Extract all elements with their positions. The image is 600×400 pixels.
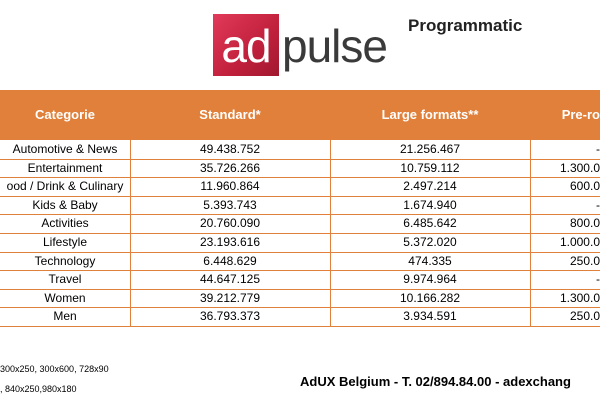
- contact: AdUX Belgium - T. 02/894.84.00 - adexcha…: [300, 374, 571, 389]
- table-cell: 1.300.0: [559, 160, 600, 175]
- column-header: Standard*: [199, 107, 261, 122]
- table-cell: 20.760.090: [199, 216, 261, 231]
- footnote: , 840x250,980x180: [0, 384, 77, 394]
- table-cell: Activities: [41, 216, 89, 231]
- table-cell: 39.212.779: [199, 290, 261, 305]
- row-border: [0, 251, 600, 253]
- table-cell: 36.793.373: [199, 309, 261, 324]
- table-cell: 250.0: [569, 309, 600, 324]
- row-border: [0, 326, 600, 327]
- footnote: 300x250, 300x600, 728x90: [0, 364, 109, 374]
- logo-box: [213, 14, 279, 76]
- table-cell: 250.0: [569, 253, 600, 268]
- table-cell: 23.193.616: [199, 235, 261, 249]
- table-cell: 6.448.629: [203, 253, 257, 268]
- table-cell: 11.960.864: [200, 179, 260, 194]
- table-cell: 1.674.940: [403, 197, 457, 212]
- table-cell: 44.647.125: [199, 272, 261, 287]
- table-cell: 474.335: [408, 253, 452, 268]
- table-cell: 2.497.214: [403, 179, 457, 194]
- table-cell: 6.485.642: [403, 216, 457, 231]
- table-cell: Men: [53, 309, 77, 324]
- table-cell: Lifestyle: [42, 235, 88, 249]
- table-cell: Entertainment: [27, 160, 103, 175]
- table-cell: 600.0: [569, 179, 600, 194]
- table-cell: 10.166.282: [399, 290, 461, 305]
- table-cell: Technology: [34, 253, 96, 268]
- column-border: [130, 140, 131, 326]
- column-border: [330, 140, 331, 326]
- table-cell: 800.0: [569, 216, 600, 231]
- row-border: [0, 233, 600, 234]
- table-cell: 9.974.964: [403, 272, 457, 287]
- row-border: [0, 307, 600, 309]
- table-cell: 10.759.112: [400, 160, 460, 175]
- table-cell: -: [596, 197, 600, 212]
- table-cell: Automotive & News: [12, 142, 118, 156]
- table-cell: 5.372.020: [403, 235, 457, 249]
- row-border: [0, 214, 600, 216]
- table-cell: 5.393.743: [203, 197, 257, 212]
- header-band: [0, 90, 600, 140]
- table-cell: -: [596, 272, 600, 287]
- row-border: [0, 195, 600, 197]
- column-border: [530, 140, 531, 326]
- column-header: Categorie: [35, 107, 95, 122]
- table-cell: ood / Drink & Culinary: [6, 179, 124, 194]
- table-cell: -: [596, 142, 600, 156]
- column-header: Pre-ro: [561, 107, 600, 122]
- table-cell: 1.000.0: [559, 235, 600, 249]
- logo-pulse: pulse: [282, 20, 388, 72]
- table-cell: Travel: [48, 272, 82, 287]
- logo-ad: ad: [221, 20, 271, 72]
- table-cell: 49.438.752: [199, 142, 261, 156]
- table-cell: 1.300.0: [559, 290, 600, 305]
- table-cell: 21.256.467: [399, 142, 461, 156]
- table-cell: Kids & Baby: [32, 197, 98, 212]
- row-border: [0, 270, 600, 272]
- row-border: [0, 288, 600, 290]
- table-cell: Women: [44, 290, 86, 305]
- subtitle: Programmatic: [408, 16, 523, 35]
- column-header: Large formats**: [381, 107, 479, 122]
- table-cell: 3.934.591: [403, 309, 457, 324]
- table-cell: 35.726.266: [199, 160, 261, 175]
- row-border: [0, 158, 600, 160]
- row-border: [0, 177, 600, 179]
